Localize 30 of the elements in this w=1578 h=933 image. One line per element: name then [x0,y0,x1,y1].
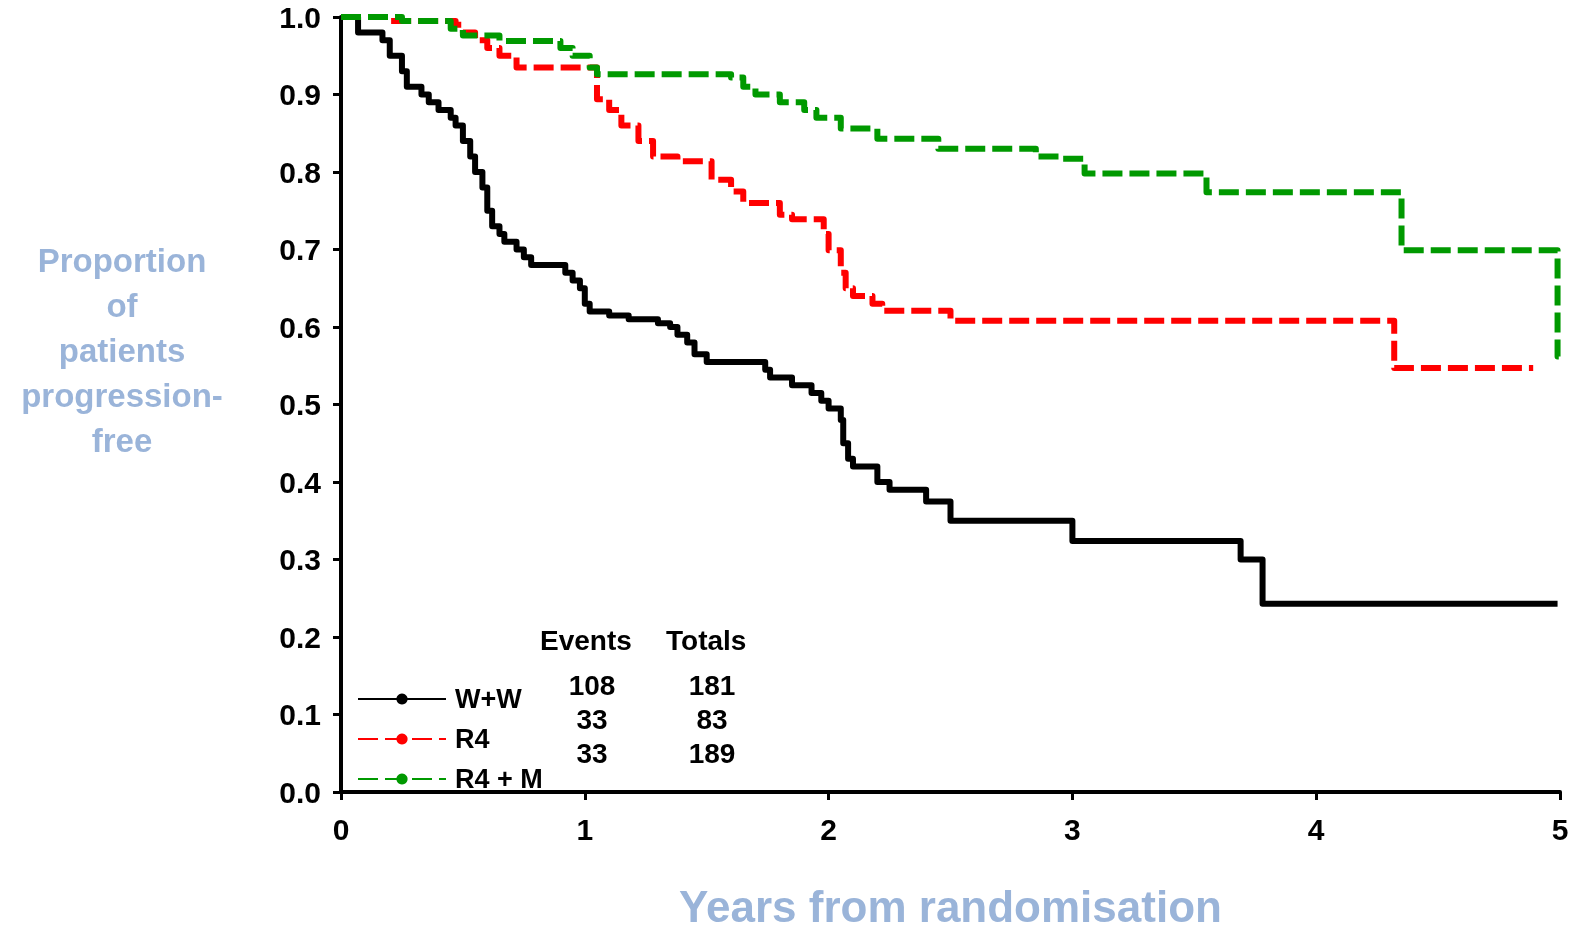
y-tick-label: 0.8 [279,155,321,189]
y-tick-label: 1.0 [279,0,321,34]
x-tick-label: 4 [1307,812,1325,846]
x-tick-label: 0 [332,812,350,846]
y-tick-label: 0.1 [279,698,321,731]
y-tick-label: 0.6 [279,310,321,344]
x-tick-label: 5 [1551,812,1569,846]
x-tick-label: 2 [820,812,837,846]
annotation: 181 [688,669,736,701]
x-axis-title: Years from randomisation [679,881,1222,931]
x-tick-label: 1 [576,812,594,846]
x-tick-label: 3 [1064,812,1081,846]
y-tick-label: 0.2 [279,620,321,654]
y-tick-label: 0.5 [279,388,321,421]
annotation: 33 [576,737,608,769]
legend-label: W+W [455,684,523,714]
legend-label: R4 + M [455,764,543,794]
annotation: Events [540,624,632,656]
annotation: 83 [696,703,728,735]
annotation: 33 [576,703,608,735]
annotation: Totals [666,624,747,656]
y-tick-label: 0.4 [279,465,322,499]
y-tick-label: 0.3 [279,543,321,576]
legend-label: R4 [455,724,490,754]
y-tick-label: 0.9 [279,78,321,111]
y-tick-label: 0.7 [279,233,321,266]
annotation: 189 [688,737,736,769]
annotation: 108 [568,669,616,701]
y-tick-label: 0.0 [279,775,321,809]
y-axis-title: Proportion of patients progression-free [21,241,223,459]
